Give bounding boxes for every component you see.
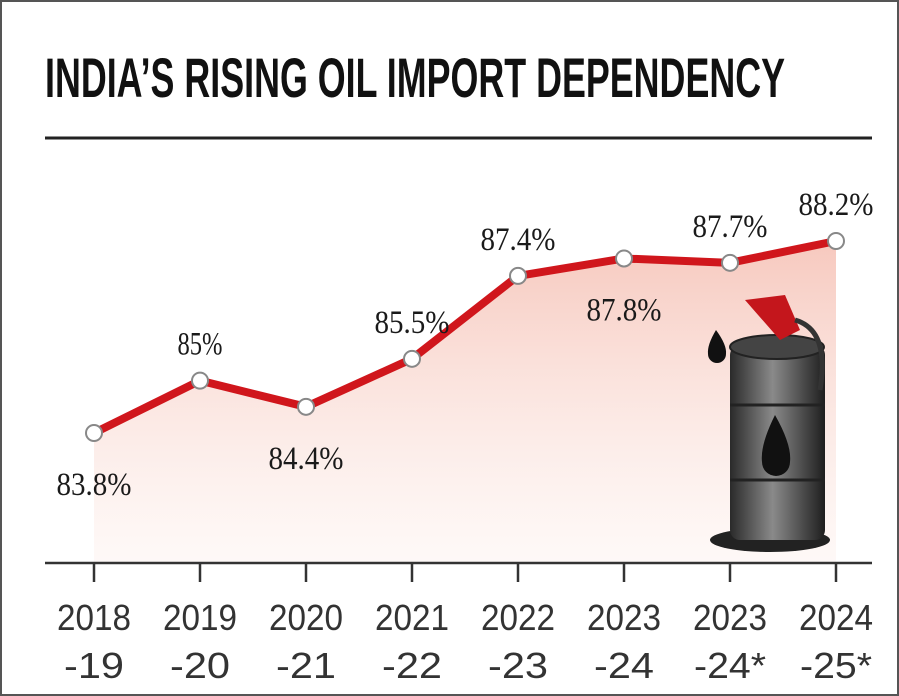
x-tick-label: 2020 — [269, 597, 343, 638]
hose — [794, 317, 825, 391]
data-label: 87.8% — [587, 292, 662, 328]
data-label: 84.4% — [269, 441, 344, 477]
area-layer — [94, 241, 836, 563]
x-tick-label: 2023 — [587, 597, 661, 638]
point — [297, 397, 315, 416]
point — [509, 266, 527, 285]
x-tick-label: 2021 — [375, 597, 449, 638]
data-label: 85.5% — [375, 305, 450, 341]
chart-title: INDIA’S RISING OIL IMPORT DEPENDENCY — [45, 46, 785, 109]
barrel-icon — [707, 295, 830, 552]
point — [191, 371, 209, 390]
point — [403, 349, 421, 368]
x-tick-label: -22 — [382, 645, 442, 686]
point — [827, 232, 845, 250]
line — [92, 237, 837, 437]
point — [615, 249, 633, 268]
x-tick-label: 2022 — [481, 597, 555, 638]
barrel-top — [729, 334, 825, 360]
x-tick-label: -24* — [694, 645, 766, 686]
area — [94, 241, 836, 563]
data-label: 87.7% — [693, 209, 768, 245]
x-tick-label: 2019 — [163, 597, 237, 638]
x-tick-label: -21 — [276, 645, 336, 686]
data-label: 88.2% — [799, 187, 874, 223]
oil-drop — [707, 330, 727, 363]
point — [85, 424, 103, 442]
x-tick-label: 2024 — [799, 597, 873, 638]
data-label: 87.4% — [481, 222, 556, 258]
oil-drop — [761, 415, 791, 476]
x-tick-label: 2018 — [57, 597, 131, 638]
point — [721, 253, 739, 272]
x-tick-label: -19 — [64, 645, 124, 686]
x-tick-label: -20 — [170, 645, 230, 686]
data-label: 85% — [178, 327, 223, 363]
x-tick-label: 2023 — [693, 597, 767, 638]
data-label: 83.8% — [57, 467, 132, 503]
x-tick-label: -23 — [488, 645, 548, 686]
x-tick-label: -25* — [800, 645, 872, 686]
nozzle — [745, 295, 800, 340]
x-tick-label: -24 — [594, 645, 654, 686]
